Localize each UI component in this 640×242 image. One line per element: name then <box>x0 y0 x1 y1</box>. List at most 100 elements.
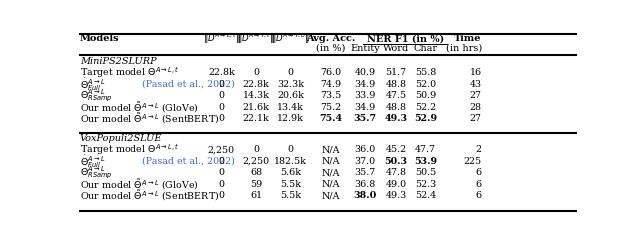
Text: 5.5k: 5.5k <box>280 180 301 189</box>
Text: 34.9: 34.9 <box>355 80 376 89</box>
Text: 0: 0 <box>253 68 259 77</box>
Text: 27: 27 <box>470 91 482 100</box>
Text: Word: Word <box>383 44 409 53</box>
Text: Char: Char <box>413 44 438 53</box>
Text: 0: 0 <box>218 191 225 200</box>
Text: Avg. Acc.: Avg. Acc. <box>306 34 355 43</box>
Text: 22.1k: 22.1k <box>243 114 269 123</box>
Text: 50.5: 50.5 <box>415 168 436 177</box>
Text: Models: Models <box>80 34 120 43</box>
Text: 22.8k: 22.8k <box>208 68 235 77</box>
Text: 40.9: 40.9 <box>355 68 376 77</box>
Text: $\dot{\Theta}^{A\to L}_{Full}$: $\dot{\Theta}^{A\to L}_{Full}$ <box>80 153 106 170</box>
Text: 21.6k: 21.6k <box>243 103 269 112</box>
Text: 52.4: 52.4 <box>415 191 436 200</box>
Text: 225: 225 <box>463 157 482 166</box>
Text: VoxPopuli2SLUE: VoxPopuli2SLUE <box>80 134 163 144</box>
Text: 50.9: 50.9 <box>415 91 436 100</box>
Text: 2: 2 <box>476 145 482 154</box>
Text: 0: 0 <box>218 180 225 189</box>
Text: 0: 0 <box>218 91 225 100</box>
Text: 49.3: 49.3 <box>385 114 408 123</box>
Text: (in hrs): (in hrs) <box>445 44 482 53</box>
Text: Entity: Entity <box>350 44 380 53</box>
Text: $\|D^{A\to L,t}\|$: $\|D^{A\to L,t}\|$ <box>203 32 240 46</box>
Text: (Pasad et al., 2022): (Pasad et al., 2022) <box>138 157 234 166</box>
Text: 0: 0 <box>218 80 225 89</box>
Text: 48.8: 48.8 <box>385 80 406 89</box>
Text: 61: 61 <box>250 191 262 200</box>
Text: N/A: N/A <box>321 191 340 200</box>
Text: $\|D^{A\to T,o}\|$: $\|D^{A\to T,o}\|$ <box>271 32 310 46</box>
Text: 55.8: 55.8 <box>415 68 436 77</box>
Text: 33.9: 33.9 <box>355 91 376 100</box>
Text: $\dot{\Theta}^{A\to L}_{RSamp}$: $\dot{\Theta}^{A\to L}_{RSamp}$ <box>80 87 113 104</box>
Text: 74.9: 74.9 <box>320 80 341 89</box>
Text: 0: 0 <box>218 114 225 123</box>
Text: 0: 0 <box>288 68 294 77</box>
Text: $\dot{\Theta}^{A\to L}_{RSamp}$: $\dot{\Theta}^{A\to L}_{RSamp}$ <box>80 164 113 182</box>
Text: 37.0: 37.0 <box>355 157 376 166</box>
Text: 43: 43 <box>470 80 482 89</box>
Text: 6: 6 <box>476 191 482 200</box>
Text: 27: 27 <box>470 114 482 123</box>
Text: 75.2: 75.2 <box>320 103 341 112</box>
Text: (Pasad et al., 2022): (Pasad et al., 2022) <box>138 80 234 89</box>
Text: 38.0: 38.0 <box>353 191 377 200</box>
Text: 73.5: 73.5 <box>320 91 341 100</box>
Text: 5.6k: 5.6k <box>280 168 301 177</box>
Text: 52.2: 52.2 <box>415 103 436 112</box>
Text: 59: 59 <box>250 180 262 189</box>
Text: Target model $\Theta^{A\to L,t}$: Target model $\Theta^{A\to L,t}$ <box>80 142 180 157</box>
Text: Our model $\tilde{\Theta}^{A\to L}$ (GloVe): Our model $\tilde{\Theta}^{A\to L}$ (Glo… <box>80 100 199 115</box>
Text: N/A: N/A <box>321 168 340 177</box>
Text: 12.9k: 12.9k <box>277 114 304 123</box>
Text: 53.9: 53.9 <box>414 157 437 166</box>
Text: 49.0: 49.0 <box>385 180 406 189</box>
Text: $\|D^{A\to T,t}\|$: $\|D^{A\to T,t}\|$ <box>237 32 275 46</box>
Text: 49.3: 49.3 <box>385 191 406 200</box>
Text: 47.7: 47.7 <box>415 145 436 154</box>
Text: 51.7: 51.7 <box>385 68 406 77</box>
Text: N/A: N/A <box>321 180 340 189</box>
Text: 0: 0 <box>253 145 259 154</box>
Text: $\dot{\Theta}^{A\to L}_{Full}$: $\dot{\Theta}^{A\to L}_{Full}$ <box>80 76 106 92</box>
Text: 5.5k: 5.5k <box>280 191 301 200</box>
Text: Time: Time <box>454 34 482 43</box>
Text: Our model $\tilde{\Theta}^{A\to L}$ (SentBERT): Our model $\tilde{\Theta}^{A\to L}$ (Sen… <box>80 111 220 126</box>
Text: 2,250: 2,250 <box>243 157 269 166</box>
Text: 34.9: 34.9 <box>355 103 376 112</box>
Text: Our model $\tilde{\Theta}^{A\to L}$ (GloVe): Our model $\tilde{\Theta}^{A\to L}$ (Glo… <box>80 177 199 192</box>
Text: 52.9: 52.9 <box>414 114 437 123</box>
Text: 47.5: 47.5 <box>385 91 406 100</box>
Text: (in %): (in %) <box>316 44 345 53</box>
Text: 20.6k: 20.6k <box>277 91 304 100</box>
Text: 52.3: 52.3 <box>415 180 436 189</box>
Text: 52.0: 52.0 <box>415 80 436 89</box>
Text: 36.0: 36.0 <box>355 145 376 154</box>
Text: 68: 68 <box>250 168 262 177</box>
Text: 32.3k: 32.3k <box>277 80 304 89</box>
Text: 0: 0 <box>218 157 225 166</box>
Text: 16: 16 <box>470 68 482 77</box>
Text: MiniPS2SLURP: MiniPS2SLURP <box>80 57 157 66</box>
Text: 182.5k: 182.5k <box>275 157 307 166</box>
Text: 22.8k: 22.8k <box>243 80 269 89</box>
Text: N/A: N/A <box>321 157 340 166</box>
Text: 35.7: 35.7 <box>354 114 377 123</box>
Text: 47.8: 47.8 <box>385 168 406 177</box>
Text: 50.3: 50.3 <box>385 157 408 166</box>
Text: 6: 6 <box>476 168 482 177</box>
Text: 13.4k: 13.4k <box>277 103 304 112</box>
Text: 28: 28 <box>470 103 482 112</box>
Text: 0: 0 <box>288 145 294 154</box>
Text: 76.0: 76.0 <box>320 68 341 77</box>
Text: Target model $\Theta^{A\to L,t}$: Target model $\Theta^{A\to L,t}$ <box>80 65 180 80</box>
Text: N/A: N/A <box>321 145 340 154</box>
Text: 0: 0 <box>218 103 225 112</box>
Text: 14.3k: 14.3k <box>243 91 269 100</box>
Text: 2,250: 2,250 <box>208 145 235 154</box>
Text: Our model $\tilde{\Theta}^{A\to L}$ (SentBERT): Our model $\tilde{\Theta}^{A\to L}$ (Sen… <box>80 189 220 203</box>
Text: 36.8: 36.8 <box>355 180 376 189</box>
Text: 48.8: 48.8 <box>385 103 406 112</box>
